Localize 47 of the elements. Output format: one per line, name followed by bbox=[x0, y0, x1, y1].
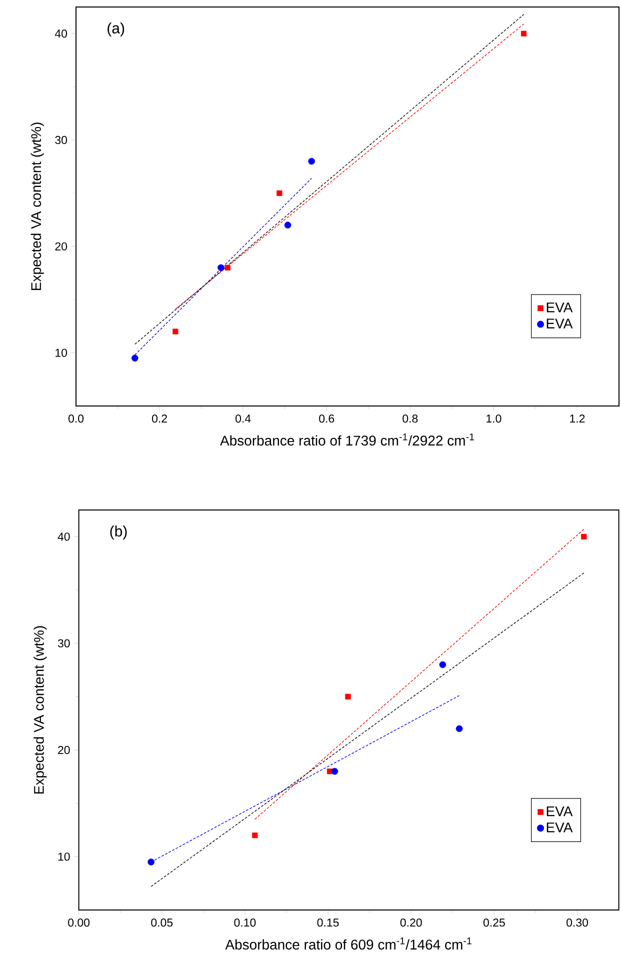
annotation: (a) bbox=[108, 22, 124, 36]
point bbox=[308, 158, 315, 165]
x-tick-label: 0.20 bbox=[400, 918, 422, 927]
y-tick-label: 20 bbox=[58, 746, 70, 754]
point bbox=[224, 264, 230, 270]
legend-label: EVA bbox=[546, 318, 573, 328]
x-tick-label: 1.0 bbox=[486, 414, 502, 423]
point bbox=[276, 190, 282, 196]
point bbox=[520, 30, 527, 36]
legend-label: EVA bbox=[546, 302, 573, 312]
x-tick-label: 0.05 bbox=[151, 918, 173, 927]
x-tick-label: 0.2 bbox=[152, 414, 167, 423]
legend-label: EVA bbox=[546, 822, 573, 832]
x-tick-label: 0.4 bbox=[236, 414, 251, 423]
point bbox=[131, 354, 138, 362]
y-tick-label: 20 bbox=[55, 242, 68, 250]
x-axis-title: Absorbance ratio of 609 cm$^{-1}$/1464 cm$^{-1}$ bbox=[225, 938, 472, 950]
point bbox=[284, 222, 292, 229]
x-tick-label: 0.10 bbox=[234, 918, 256, 927]
point bbox=[439, 661, 446, 668]
point bbox=[331, 768, 338, 775]
y-tick-label: 10 bbox=[58, 852, 70, 861]
y-tick-label: 30 bbox=[55, 136, 68, 144]
point bbox=[456, 725, 463, 732]
x-tick-label: 0.0 bbox=[68, 414, 84, 423]
y-tick-label: 40 bbox=[54, 30, 68, 38]
x-tick-label: 0.8 bbox=[402, 414, 418, 423]
y-axis-title: Expected VA content (wt%) bbox=[34, 626, 47, 794]
y-tick-label: 30 bbox=[58, 639, 70, 648]
point bbox=[581, 534, 587, 540]
x-axis-title: Absorbance ratio of 1739 cm$^{-1}$/2922 cm$^{-1}$ bbox=[220, 434, 474, 446]
y-tick-label: 10 bbox=[56, 348, 68, 357]
x-tick-label: 0.6 bbox=[319, 414, 334, 423]
x-tick-label: 0.30 bbox=[566, 918, 588, 927]
point bbox=[345, 694, 351, 700]
x-tick-label: 1.2 bbox=[570, 414, 585, 423]
point bbox=[218, 264, 224, 272]
point bbox=[148, 858, 154, 866]
y-tick-label: 40 bbox=[58, 532, 70, 541]
x-tick-label: 0.25 bbox=[483, 918, 505, 927]
x-tick-label: 0.15 bbox=[317, 918, 339, 927]
point bbox=[252, 832, 258, 838]
annotation: (b) bbox=[110, 526, 127, 540]
legend-label: EVA bbox=[546, 806, 573, 816]
point bbox=[172, 328, 178, 334]
x-tick-label: 0.00 bbox=[68, 918, 90, 927]
y-axis-title: Expected VA content (wt%) bbox=[30, 122, 44, 290]
